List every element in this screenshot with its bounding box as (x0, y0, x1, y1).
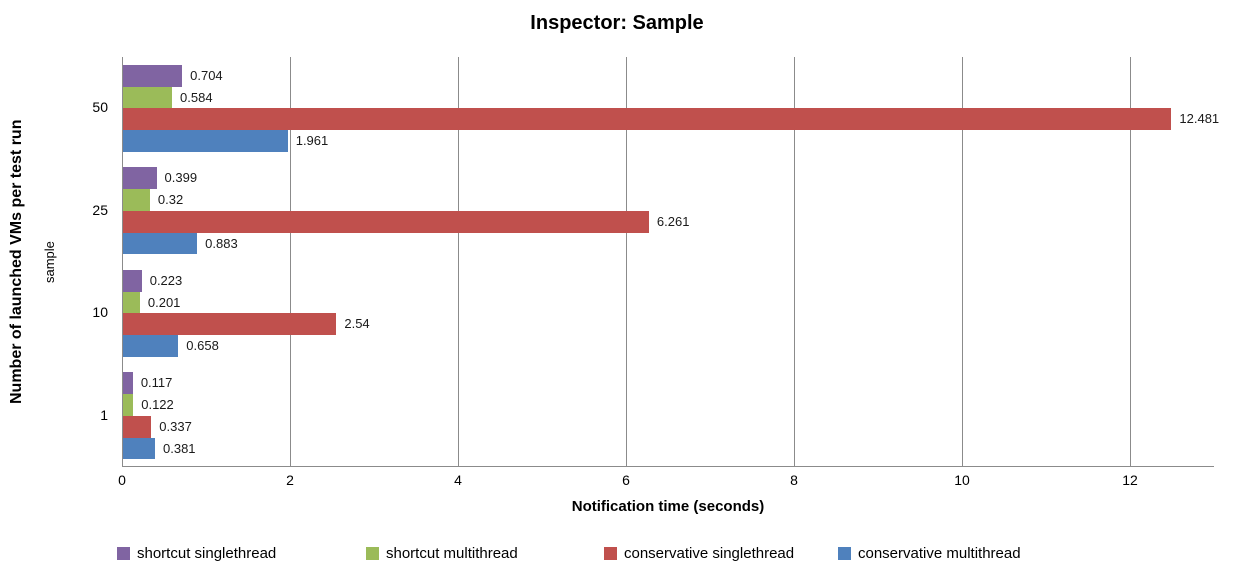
bar (123, 108, 1172, 130)
bar-value-label: 0.399 (164, 170, 198, 186)
bar-value-label: 0.658 (186, 338, 219, 353)
bar (123, 130, 288, 152)
bar-value-label: 12.481 (1179, 111, 1220, 127)
bar (123, 210, 649, 233)
bar-value-label: 0.117 (140, 375, 173, 391)
bar (123, 86, 173, 109)
bar-value-label: 0.201 (147, 294, 181, 310)
gridline (1130, 57, 1131, 467)
bar (123, 64, 183, 87)
bar (123, 372, 133, 394)
plot-area: 50 0.704 0.584 12.481 1.961 25 0.399 0.32 6.261 0… (92, 57, 1219, 467)
bar-value-label: 2.54 (344, 316, 370, 332)
x-tick-label: 0 (118, 472, 126, 488)
legend-item: conservative multithread (838, 541, 1021, 565)
x-tick-label: 8 (790, 472, 798, 488)
bar-value-label: 0.337 (159, 418, 192, 434)
bar-value-label: 0.584 (180, 89, 213, 105)
bar-value-label: 0.704 (190, 67, 223, 83)
gridline (458, 57, 459, 467)
y-category-label: 50 (92, 99, 108, 116)
legend-swatch (366, 546, 379, 560)
bar-value-label: 0.122 (141, 397, 174, 412)
bar-value-label: 0.32 (157, 192, 184, 207)
bar (123, 167, 157, 189)
legend-item: conservative singlethread (604, 541, 794, 565)
bar (123, 189, 150, 211)
legend-swatch (117, 546, 130, 560)
x-axis-title: Notification time (seconds) (571, 498, 765, 515)
y-axis-subtitle: sample (42, 241, 57, 283)
y-category-label: 1 (100, 406, 108, 423)
bar-value-label: 0.381 (163, 440, 196, 456)
bar (123, 394, 134, 416)
bar (123, 269, 142, 292)
bar (123, 437, 155, 460)
gridline (962, 57, 963, 467)
legend-swatch (838, 546, 851, 560)
y-category-label: 10 (92, 304, 108, 321)
bar-value-label: 6.261 (656, 213, 690, 229)
gridline (122, 57, 123, 467)
legend-item: shortcut singlethread (117, 541, 276, 565)
bar (123, 335, 179, 357)
legend-swatch (604, 546, 617, 560)
bar-value-label: 0.883 (205, 235, 238, 251)
legend-label: conservative multithread (858, 544, 1021, 562)
legend-label: conservative singlethread (624, 544, 795, 562)
x-tick-label: 4 (454, 472, 462, 488)
bar (123, 291, 140, 314)
bar-value-label: 0.223 (149, 272, 183, 288)
gridline (626, 57, 627, 467)
legend-item: shortcut multithread (366, 541, 518, 565)
bar (123, 232, 198, 255)
y-axis-title: Number of launched VMs per test run (8, 119, 25, 405)
y-category-label: 25 (92, 201, 108, 218)
legend: shortcut singlethread shortcut multithrea… (0, 541, 1234, 565)
gridline (290, 57, 291, 467)
x-tick-label: 2 (286, 472, 294, 488)
x-tick-label: 10 (954, 472, 970, 488)
x-tick-label: 6 (622, 472, 630, 488)
legend-label: shortcut multithread (386, 544, 518, 562)
bar (123, 415, 152, 438)
chart-title: Inspector: Sample (530, 12, 704, 34)
gridline (794, 57, 795, 467)
x-tick-label: 12 (1122, 472, 1138, 488)
bar (123, 313, 337, 335)
bar-value-label: 1.961 (295, 133, 329, 148)
legend-label: shortcut singlethread (137, 544, 277, 562)
